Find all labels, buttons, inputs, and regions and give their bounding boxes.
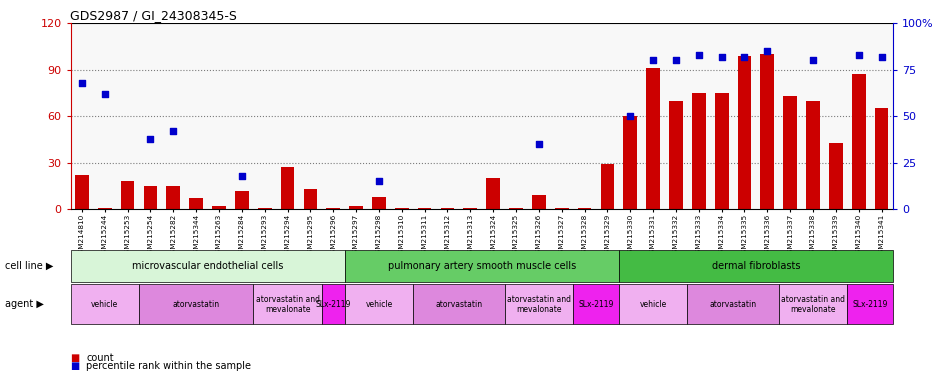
Bar (738, 56, 751, 209)
Bar (166, 186, 180, 209)
Bar (258, 208, 272, 209)
Bar (281, 167, 294, 209)
Point (852, 51, 867, 58)
Bar (372, 197, 385, 209)
Bar (417, 208, 431, 209)
Text: SLx-2119: SLx-2119 (316, 300, 351, 309)
Bar (509, 208, 523, 209)
Bar (783, 96, 797, 209)
Text: count: count (86, 353, 114, 363)
Text: atorvastatin and
mevalonate: atorvastatin and mevalonate (256, 295, 320, 314)
Text: percentile rank within the sample: percentile rank within the sample (86, 361, 252, 371)
Bar (601, 164, 614, 209)
Bar (120, 181, 134, 209)
Bar (875, 108, 888, 209)
Bar (395, 208, 409, 209)
Text: ■: ■ (70, 361, 80, 371)
Text: SLx-2119: SLx-2119 (853, 300, 888, 309)
Text: SLx-2119: SLx-2119 (578, 300, 614, 309)
Bar (350, 206, 363, 209)
Bar (669, 101, 682, 209)
Bar (714, 93, 728, 209)
Bar (304, 189, 317, 209)
Bar (486, 178, 500, 209)
Bar (463, 208, 478, 209)
Point (622, 113, 637, 119)
Point (714, 53, 729, 60)
Point (74, 79, 89, 86)
Point (165, 128, 180, 134)
Point (234, 173, 249, 179)
Text: atorvastatin and
mevalonate: atorvastatin and mevalonate (781, 295, 845, 314)
Point (737, 53, 752, 60)
Bar (555, 208, 569, 209)
Text: agent ▶: agent ▶ (5, 299, 43, 310)
Text: vehicle: vehicle (639, 300, 666, 309)
Text: atorvastatin: atorvastatin (173, 300, 220, 309)
Bar (852, 74, 866, 209)
Text: atorvastatin: atorvastatin (435, 300, 482, 309)
Text: GDS2987 / GI_24308345-S: GDS2987 / GI_24308345-S (70, 9, 238, 22)
Point (143, 136, 158, 142)
Point (691, 51, 706, 58)
Point (668, 57, 683, 63)
Text: dermal fibroblasts: dermal fibroblasts (712, 261, 800, 271)
Bar (578, 208, 591, 209)
Bar (212, 206, 226, 209)
Bar (623, 116, 637, 209)
Bar (189, 199, 203, 209)
Bar (75, 175, 88, 209)
Bar (98, 208, 112, 209)
Bar (532, 195, 546, 209)
Bar (441, 208, 454, 209)
Bar (144, 186, 157, 209)
Point (646, 57, 661, 63)
Text: cell line ▶: cell line ▶ (5, 261, 53, 271)
Point (97, 91, 112, 97)
Point (874, 53, 889, 60)
Point (531, 141, 546, 147)
Point (806, 57, 821, 63)
Bar (760, 54, 775, 209)
Text: pulmonary artery smooth muscle cells: pulmonary artery smooth muscle cells (387, 261, 576, 271)
Text: vehicle: vehicle (91, 300, 118, 309)
Text: vehicle: vehicle (366, 300, 393, 309)
Point (371, 178, 386, 184)
Bar (829, 142, 843, 209)
Bar (235, 191, 249, 209)
Bar (807, 101, 820, 209)
Point (760, 48, 775, 54)
Text: ■: ■ (70, 353, 80, 363)
Text: microvascular endothelial cells: microvascular endothelial cells (132, 261, 283, 271)
Bar (692, 93, 706, 209)
Text: atorvastatin and
mevalonate: atorvastatin and mevalonate (507, 295, 571, 314)
Text: atorvastatin: atorvastatin (710, 300, 757, 309)
Bar (646, 68, 660, 209)
Bar (326, 208, 340, 209)
